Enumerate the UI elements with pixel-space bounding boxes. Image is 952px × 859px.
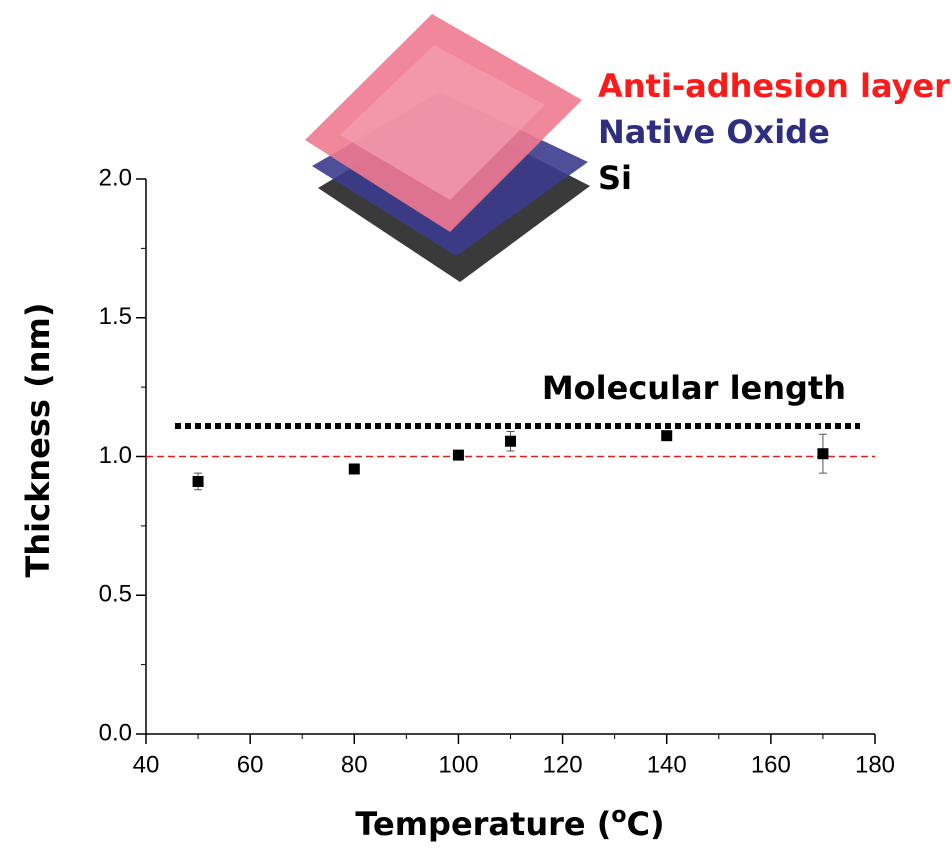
layer-label: Anti-adhesion layer [598,67,950,105]
reference-label: Molecular length [542,369,846,407]
y-tick-label: 1.5 [99,303,132,330]
y-tick-label: 0.5 [99,581,132,608]
x-label-part: C) [626,805,664,843]
x-tick-label: 80 [341,751,368,778]
y-tick-label: 2.0 [99,164,132,191]
layer-label: Native Oxide [598,113,830,151]
data-point [193,476,204,487]
x-label-sup: o [611,803,626,828]
x-tick-label: 140 [647,751,687,778]
data-point [505,436,516,447]
data-point [661,430,672,441]
y-tick-label: 0.0 [99,719,132,746]
x-tick-label: 120 [543,751,583,778]
layer-label: Si [598,159,632,197]
chart: Temperature (oC) Thickness (nm) 0.0 0.5 1.… [0,0,952,854]
y-axis-label: Thickness (nm) [19,303,57,578]
data-point [349,463,360,474]
x-tick-label: 180 [855,751,895,778]
x-tick-label: 60 [237,751,264,778]
x-tick-label: 100 [438,751,478,778]
x-label-part: Temperature ( [355,805,611,843]
data-point [453,450,464,461]
data-point [817,448,828,459]
x-axis-label: Temperature (oC) [355,803,664,843]
x-tick-label: 40 [133,751,160,778]
x-tick-label: 160 [751,751,791,778]
layer-illustration [305,14,590,282]
y-tick-label: 1.0 [99,442,132,469]
